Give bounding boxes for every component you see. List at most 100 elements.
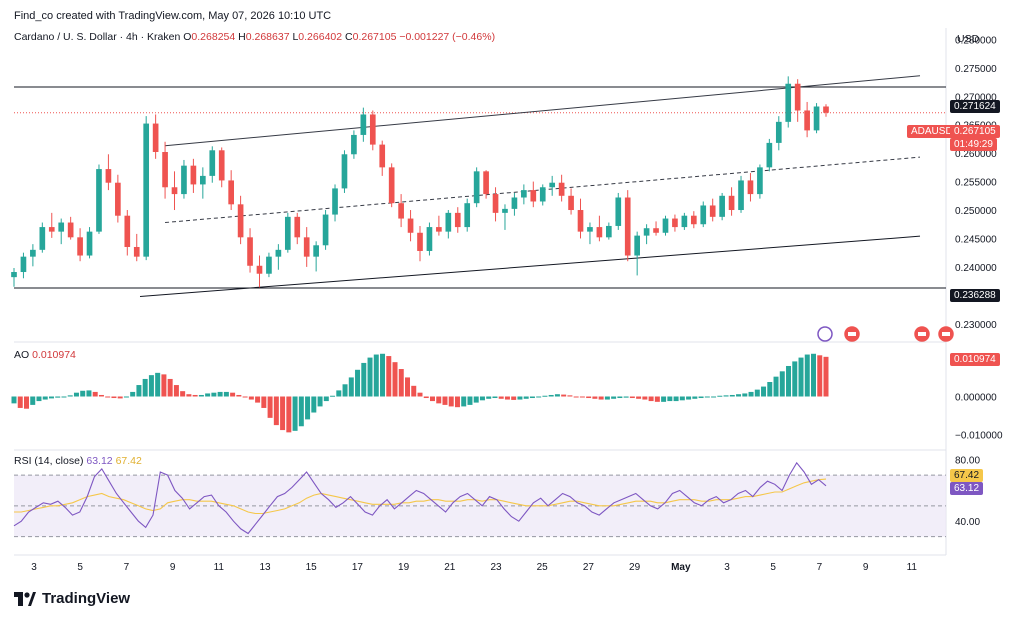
ao-bar (442, 396, 448, 405)
time-tick-label: 29 (629, 562, 641, 573)
candle-body (322, 214, 329, 246)
flag-icon (844, 326, 860, 342)
ao-bar (130, 391, 136, 397)
price-tick-label: 0.250000 (955, 206, 997, 217)
ao-bar (686, 396, 692, 400)
candle-body (200, 175, 206, 185)
time-tick-label: 13 (259, 562, 271, 573)
ao-bar (355, 369, 361, 397)
candle-body (587, 227, 593, 232)
ao-bar (142, 378, 148, 397)
candle-body (266, 256, 272, 274)
rsi-tick-label: 40.00 (955, 517, 980, 528)
ao-bar (523, 396, 529, 399)
candle-body (294, 216, 301, 238)
ao-bar (761, 386, 767, 397)
ao-bar (230, 392, 236, 397)
ao-bar (511, 396, 517, 400)
last-price-tag: 0.267105 (950, 125, 1000, 138)
candle-body (171, 187, 178, 195)
tradingview-logo-icon (14, 591, 36, 606)
candle-body (39, 227, 46, 250)
ao-bar (529, 396, 535, 399)
candle-body (96, 169, 102, 232)
ao-bar (454, 396, 460, 408)
candle-body (757, 167, 763, 195)
channel-lower-line (139, 235, 921, 297)
candle-body (483, 171, 489, 195)
ao-bar (311, 396, 317, 413)
ao-bar (111, 396, 117, 399)
ao-bar (348, 377, 354, 397)
candle-body (341, 154, 348, 189)
legend-low: 0.266402 (298, 31, 343, 43)
rsi-label[interactable]: RSI (14, close) (14, 455, 84, 467)
candle-body (247, 237, 253, 266)
ao-bar (411, 385, 417, 397)
ao-bar (504, 396, 510, 400)
ao-bar (155, 372, 161, 397)
candle-body (181, 165, 187, 195)
ao-label[interactable]: AO (14, 349, 30, 361)
symbol-title[interactable]: Cardano / U. S. Dollar · 4h · Kraken (14, 31, 181, 43)
ao-bar (380, 353, 386, 397)
legend-high: 0.268637 (245, 31, 290, 43)
ao-bar (673, 396, 679, 402)
time-tick-label: 19 (398, 562, 410, 573)
ao-bar (173, 385, 179, 397)
rsi-tick-label: 80.00 (955, 456, 980, 467)
candle-body (388, 167, 395, 204)
legend-close-label: C (345, 31, 353, 43)
time-tick-label: 9 (170, 562, 176, 573)
ao-bar (267, 396, 273, 418)
ao-bar (498, 396, 504, 399)
ao-bar (330, 395, 336, 397)
candle-body (690, 215, 697, 225)
candle-body (558, 182, 565, 196)
candle-body (454, 212, 461, 228)
time-tick-label: 9 (863, 562, 869, 573)
ao-bar (17, 396, 23, 408)
tradingview-brand[interactable]: TradingView (14, 590, 130, 607)
candle-body (672, 218, 678, 228)
ao-bar (448, 396, 454, 407)
ao-bar (736, 394, 742, 397)
price-tick-label: 0.245000 (955, 234, 997, 245)
ao-bar (223, 391, 229, 397)
ao-bar (729, 394, 735, 397)
ao-bar (192, 394, 198, 397)
ao-bar (336, 390, 342, 397)
ao-bar (586, 396, 592, 399)
ao-bar (567, 395, 573, 397)
ao-bar (804, 354, 810, 397)
candle-body (615, 197, 622, 226)
ao-bar (742, 393, 748, 397)
time-tick-label: 17 (352, 562, 364, 573)
currency-label[interactable]: USD (957, 33, 980, 45)
price-tick-label: 0.280000 (955, 35, 997, 46)
candle-body (190, 165, 197, 185)
brand-name: TradingView (42, 590, 131, 607)
ao-bar (773, 376, 779, 397)
ao-bar (748, 391, 754, 397)
ao-bar (11, 396, 17, 404)
rsi-legend: RSI (14, close) 63.12 67.42 (14, 455, 142, 467)
candle-body (492, 194, 499, 213)
candle-body (775, 121, 782, 143)
ao-bar (792, 361, 798, 397)
ao-bar (286, 396, 292, 433)
ao-bar (373, 354, 379, 397)
candle-body (813, 106, 820, 131)
ao-bar (486, 396, 492, 399)
ao-bar (305, 396, 311, 420)
ao-bar (92, 391, 98, 397)
time-tick-label: 23 (490, 562, 502, 573)
candle-body (653, 228, 659, 233)
candle-body (568, 195, 574, 211)
chart-credit: Find_co created with TradingView.com, Ma… (14, 10, 332, 22)
ao-bar (542, 395, 548, 397)
candle-body (511, 197, 518, 209)
candle-body (369, 114, 376, 145)
candle-body (237, 204, 244, 238)
